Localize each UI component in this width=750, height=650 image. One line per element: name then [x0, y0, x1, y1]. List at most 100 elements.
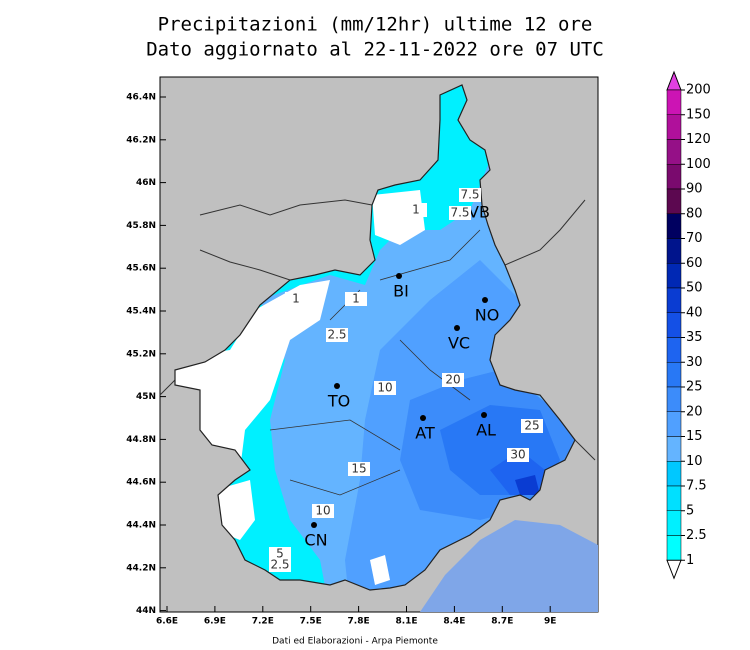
- lon-tick-label: 7.8E: [348, 617, 370, 627]
- colorbar-label: 15: [686, 429, 703, 444]
- contour-label: 10: [377, 381, 392, 395]
- colorbar-segment: [666, 114, 682, 140]
- lat-tick-label: 45.4N: [126, 307, 156, 317]
- contour-label-bg: [269, 547, 291, 561]
- contour-label-bg: [521, 419, 543, 433]
- city-dot: [311, 522, 317, 528]
- lat-tick-label: 44.8N: [126, 435, 156, 445]
- contour-label-bg: [405, 203, 427, 217]
- lon-tick-label: 7.5E: [300, 617, 322, 627]
- city-dot: [396, 273, 402, 279]
- colorbar-label: 20: [686, 404, 703, 419]
- city-dot: [420, 415, 426, 421]
- lon-tick-label: 6.6E: [156, 617, 178, 627]
- lat-tick-label: 45.6N: [126, 264, 156, 274]
- contour-label-bg: [312, 504, 334, 518]
- sea: [420, 520, 598, 612]
- colorbar-segment: [666, 337, 682, 363]
- city-label: VB: [468, 203, 490, 222]
- colorbar-label: 50: [686, 281, 703, 296]
- field-below-1: [175, 280, 330, 470]
- contour-label: 1: [352, 292, 360, 306]
- colorbar-segment: [666, 461, 682, 487]
- field-below-1: [370, 555, 390, 585]
- colorbar-bottom-triangle: [666, 559, 682, 580]
- city-label: AT: [415, 424, 435, 443]
- field-below-1: [215, 480, 255, 540]
- colorbar-segment: [666, 164, 682, 190]
- lat-tick-label: 44.6N: [126, 478, 156, 488]
- lat-tick-label: 46.4N: [126, 93, 156, 103]
- colorbar-segment: [666, 238, 682, 264]
- colorbar-label: 30: [686, 355, 703, 370]
- contour-label: 7.5: [460, 188, 479, 202]
- colorbar-segment: [666, 213, 682, 239]
- colorbar-segment: [666, 485, 682, 511]
- lat-tick-label: 46N: [136, 178, 156, 188]
- contour-label: 15: [351, 462, 366, 476]
- contour-label: 2.5: [270, 558, 289, 572]
- colorbar-label: 70: [686, 231, 703, 246]
- contour-label: 30: [510, 448, 525, 462]
- colorbar-top-triangle: [666, 70, 682, 91]
- contour-label: 1: [292, 292, 300, 306]
- lon-tick-label: 7.2E: [252, 617, 274, 627]
- colorbar-label: 100: [686, 157, 711, 172]
- subtitle: Dato aggiornato al 22-11-2022 ore 07 UTC: [146, 39, 604, 61]
- lon-tick-label: 9E: [544, 617, 556, 627]
- lat-tick-label: 45N: [136, 392, 156, 402]
- lat-tick-label: 45.2N: [126, 349, 156, 359]
- city-dot: [481, 412, 487, 418]
- contour-label-bg: [449, 206, 471, 220]
- colorbar-segment: [666, 510, 682, 536]
- contour-label: 1: [412, 203, 420, 217]
- contour-label-bg: [326, 328, 348, 342]
- colorbar-label: 35: [686, 330, 703, 345]
- region-border: [174, 84, 576, 591]
- colorbar-label: 80: [686, 206, 703, 221]
- lat-tick-label: 46.2N: [126, 135, 156, 145]
- colorbar-segment: [666, 362, 682, 388]
- colorbar-segment: [666, 436, 682, 462]
- lon-tick-label: 8.4E: [443, 617, 465, 627]
- city-label: VC: [448, 334, 470, 353]
- lat-tick-label: 44N: [136, 606, 156, 616]
- contour-label: 5: [276, 547, 284, 561]
- lon-tick-label: 8.1E: [395, 617, 417, 627]
- colorbar-label: 7.5: [686, 479, 707, 494]
- city-label: TO: [327, 392, 350, 411]
- colorbar-label: 10: [686, 454, 703, 469]
- colorbar-label: 60: [686, 256, 703, 271]
- colorbar-segment: [666, 139, 682, 165]
- colorbar-label: 200: [686, 83, 711, 98]
- colorbar-label: 40: [686, 305, 703, 320]
- colorbar-segment: [666, 188, 682, 214]
- contour-label: 2.5: [327, 328, 346, 342]
- contour-label: 20: [445, 373, 460, 387]
- footer: Dati ed Elaborazioni - Arpa Piemonte: [272, 637, 438, 647]
- colorbar-label: 90: [686, 182, 703, 197]
- colorbar-segment: [666, 263, 682, 289]
- colorbar-segment: [666, 312, 682, 338]
- colorbar-label: 1: [686, 553, 694, 568]
- country-border: [159, 199, 596, 461]
- province-border: [269, 229, 481, 496]
- contour-label: 10: [315, 504, 330, 518]
- city-label: BI: [393, 282, 409, 301]
- field-40: [515, 475, 540, 495]
- lat-tick-label: 45.8N: [126, 221, 156, 231]
- contour-label: 25: [524, 419, 539, 433]
- contour-label-bg: [269, 558, 291, 572]
- contour-label-bg: [345, 292, 367, 306]
- contour-label-bg: [507, 448, 529, 462]
- contour-label-bg: [285, 292, 307, 306]
- contour-label-bg: [459, 188, 481, 202]
- title: Precipitazioni (mm/12hr) ultime 12 ore: [158, 14, 593, 36]
- city-label: NO: [475, 306, 500, 325]
- contour-label: 7.5: [450, 206, 469, 220]
- city-label: CN: [304, 531, 327, 550]
- colorbar-label: 2.5: [686, 528, 707, 543]
- colorbar-segment: [666, 535, 682, 561]
- contour-label-bg: [374, 381, 396, 395]
